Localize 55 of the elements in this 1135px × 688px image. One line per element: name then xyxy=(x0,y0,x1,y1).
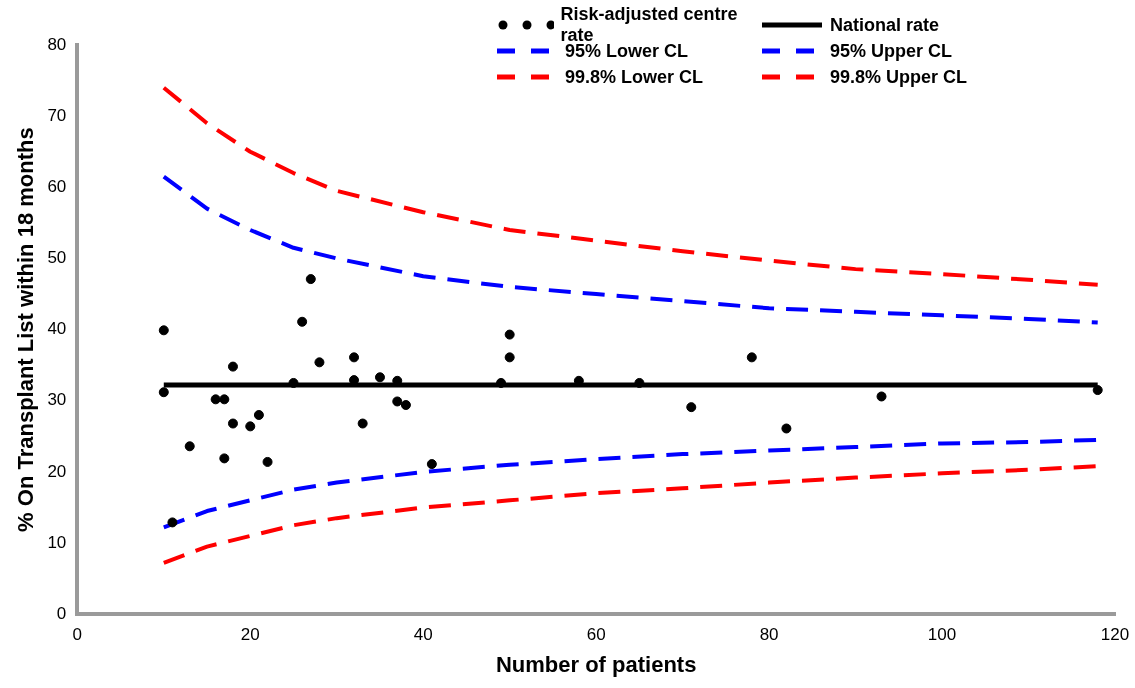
point xyxy=(426,459,437,470)
x-tick-label: 120 xyxy=(1100,625,1130,645)
point xyxy=(184,441,195,452)
y-tick-label: 60 xyxy=(47,176,67,196)
point xyxy=(634,377,645,388)
point xyxy=(504,329,515,340)
point xyxy=(227,361,238,372)
point xyxy=(167,517,178,528)
point xyxy=(288,377,299,388)
x-tick-label: 60 xyxy=(586,625,606,645)
point xyxy=(314,357,325,368)
point xyxy=(876,391,887,402)
point xyxy=(1092,385,1103,396)
y-tick-label: 10 xyxy=(47,532,67,552)
point xyxy=(349,352,360,363)
point xyxy=(357,418,368,429)
point xyxy=(400,400,411,411)
x-tick-label: 40 xyxy=(413,625,433,645)
y-tick-label: 20 xyxy=(47,461,67,481)
y-tick-label: 40 xyxy=(47,319,67,339)
y-tick-label: 70 xyxy=(47,105,67,125)
point xyxy=(305,274,316,285)
x-axis-title: Number of patients xyxy=(495,651,697,677)
x-tick-label: 100 xyxy=(927,625,957,645)
point xyxy=(158,387,169,398)
y-tick-label: 80 xyxy=(47,34,67,54)
point xyxy=(210,394,221,405)
point xyxy=(686,402,697,413)
point xyxy=(374,372,385,383)
point xyxy=(262,456,273,467)
point xyxy=(219,453,230,464)
x-tick-label: 20 xyxy=(240,625,260,645)
y-tick-label: 50 xyxy=(47,248,67,268)
x-tick-label: 80 xyxy=(759,625,779,645)
point xyxy=(297,316,308,327)
point xyxy=(158,325,169,336)
point xyxy=(392,396,403,407)
y-axis-title: % On Transplant List within 18 months xyxy=(13,127,39,532)
point xyxy=(253,409,264,420)
line-series xyxy=(161,85,1100,287)
legend-label: National rate xyxy=(830,14,940,36)
point xyxy=(245,421,256,432)
line-series xyxy=(161,174,1100,325)
point xyxy=(504,352,515,363)
point xyxy=(746,352,757,363)
point xyxy=(781,423,792,434)
legend-label: 99.8% Lower CL xyxy=(565,66,704,88)
point xyxy=(219,394,230,405)
x-tick-label: 0 xyxy=(72,625,83,645)
legend-label: 95% Upper CL xyxy=(830,40,953,62)
point xyxy=(227,418,238,429)
legend-label: 99.8% Upper CL xyxy=(830,66,968,88)
point xyxy=(496,377,507,388)
y-tick-label: 0 xyxy=(56,603,67,623)
y-tick-label: 30 xyxy=(47,390,67,410)
